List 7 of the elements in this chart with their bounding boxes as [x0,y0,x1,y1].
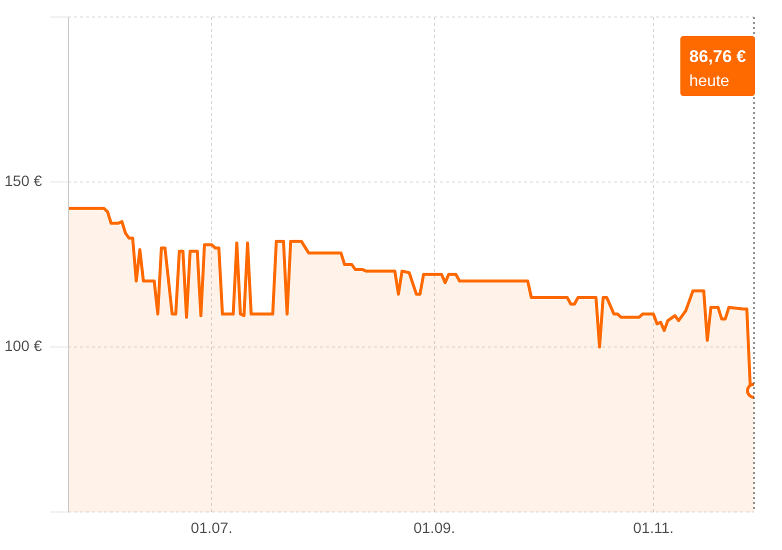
y-tick-label: 100 € [4,338,43,356]
x-tick-label: 01.09. [413,520,456,538]
y-tick-label: 150 € [4,173,43,190]
x-tick-label: 01.11. [633,520,674,538]
x-tick-label: 01.07. [190,520,233,538]
annotation: heute [689,73,730,90]
annotation: 86,76 € [689,47,747,66]
